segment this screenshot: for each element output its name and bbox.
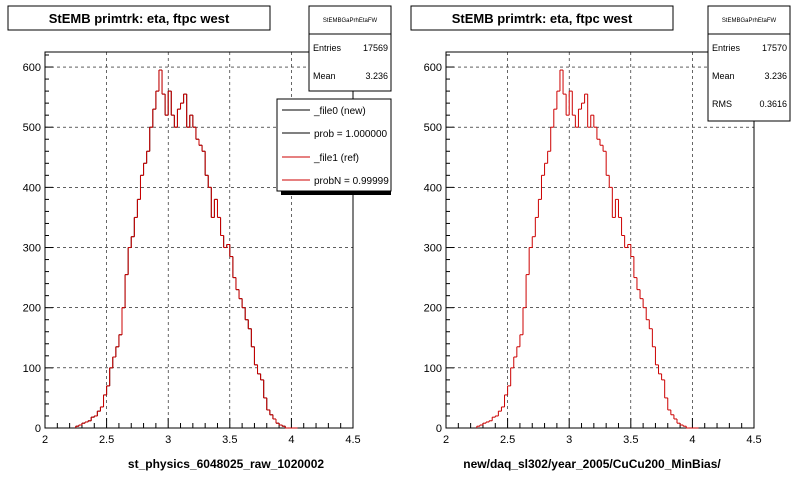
y-ticks-left: 0 100 200 300 400 500 600 bbox=[23, 54, 53, 435]
x-axis-label-left: st_physics_6048025_raw_1020002 bbox=[128, 457, 324, 471]
y-tick-label: 400 bbox=[23, 182, 41, 194]
stats-entries-value-left: 17569 bbox=[363, 43, 388, 53]
x-axis-label-right: new/daq_sl302/year_2005/CuCu200_MinBias/ bbox=[463, 457, 721, 471]
x-tick-label: 4 bbox=[689, 434, 695, 446]
title-box-right bbox=[410, 5, 674, 31]
panel-right: StEMB primtrk: eta, ftpc west 0 100 200 300… bbox=[410, 5, 791, 471]
legend-entry-prob: prob = 1.000000 bbox=[314, 129, 388, 140]
histogram-left bbox=[75, 69, 298, 429]
stats-mean-label-left: Mean bbox=[313, 71, 336, 81]
x-tick-label: 3 bbox=[165, 434, 171, 446]
x-tick-label: 4 bbox=[288, 434, 294, 446]
x-tick-label: 2 bbox=[443, 434, 449, 446]
histogram-right bbox=[476, 69, 699, 429]
chart-title-left: StEMB primtrk: eta, ftpc west bbox=[49, 11, 230, 26]
x-tick-label: 4.5 bbox=[746, 434, 761, 446]
stats-name-left: StEMBGaPrhEtaFW bbox=[323, 18, 378, 24]
y-tick-label: 400 bbox=[424, 182, 442, 194]
y-tick-label: 200 bbox=[424, 303, 442, 315]
stats-entries-value-right: 17570 bbox=[762, 43, 787, 53]
stats-box-right bbox=[707, 5, 791, 122]
y-tick-label: 300 bbox=[424, 243, 442, 255]
y-tick-label: 300 bbox=[23, 243, 41, 255]
stats-rms-value-right: 0.3616 bbox=[759, 99, 787, 109]
legend-entry-ref: _file1 (ref) bbox=[313, 153, 359, 164]
x-tick-label: 2.5 bbox=[500, 434, 515, 446]
y-tick-label: 600 bbox=[424, 62, 442, 74]
x-tick-label: 3.5 bbox=[222, 434, 237, 446]
stats-name-right: StEMBGaPrhEtaFW bbox=[722, 18, 777, 24]
x-ticks-left: 2 2.5 3 3.5 4 4.5 bbox=[42, 418, 361, 446]
y-tick-label: 100 bbox=[424, 363, 442, 375]
stats-entries-label-right: Entries bbox=[712, 43, 741, 53]
chart-title-right: StEMB primtrk: eta, ftpc west bbox=[452, 11, 633, 26]
y-tick-label: 200 bbox=[23, 303, 41, 315]
y-ticks-right: 0 100 200 300 400 500 600 bbox=[424, 54, 454, 435]
y-tick-label: 100 bbox=[23, 363, 41, 375]
legend-entry-new: _file0 (new) bbox=[313, 106, 366, 117]
y-tick-label: 500 bbox=[23, 122, 41, 134]
stats-mean-value-right: 3.236 bbox=[764, 71, 787, 81]
x-tick-label: 3 bbox=[566, 434, 572, 446]
stats-mean-label-right: Mean bbox=[712, 71, 735, 81]
y-tick-label: 0 bbox=[436, 423, 442, 435]
y-tick-label: 0 bbox=[35, 423, 41, 435]
stats-box-left bbox=[308, 5, 392, 92]
x-tick-label: 3.5 bbox=[623, 434, 638, 446]
legend-box bbox=[276, 98, 392, 192]
stats-entries-label-left: Entries bbox=[313, 43, 342, 53]
panel-left: StEMB primtrk: eta, ftpc west 0 100 200 300… bbox=[7, 5, 392, 471]
title-box-left bbox=[7, 5, 271, 31]
x-tick-label: 2.5 bbox=[99, 434, 114, 446]
y-tick-label: 500 bbox=[424, 122, 442, 134]
y-tick-label: 600 bbox=[23, 62, 41, 74]
stats-mean-value-left: 3.236 bbox=[365, 71, 388, 81]
x-ticks-right: 2 2.5 3 3.5 4 4.5 bbox=[443, 418, 762, 446]
x-tick-label: 4.5 bbox=[345, 434, 360, 446]
x-tick-label: 2 bbox=[42, 434, 48, 446]
legend-entry-probn: probN = 0.99999 bbox=[314, 176, 389, 187]
plot-frame-right bbox=[445, 51, 755, 429]
stats-rms-label-right: RMS bbox=[712, 99, 732, 109]
